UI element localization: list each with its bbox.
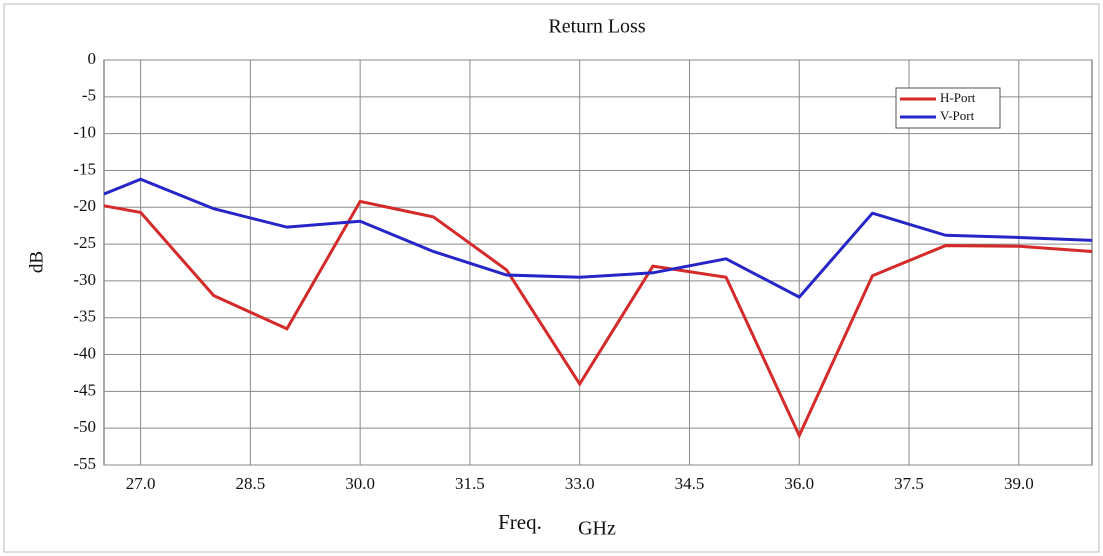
x-tick-label: 33.0 <box>565 474 595 493</box>
y-tick-label: -25 <box>73 233 96 252</box>
legend-label: V-Port <box>940 108 975 123</box>
x-axis-label: Freq. <box>498 510 542 534</box>
chart-title: Return Loss <box>548 16 645 38</box>
y-tick-label: -30 <box>73 270 96 289</box>
legend-box <box>895 87 1001 129</box>
y-tick-label: -50 <box>73 417 96 436</box>
y-tick-label: -5 <box>82 86 96 105</box>
x-tick-label: 37.5 <box>894 474 924 493</box>
x-tick-label: 39.0 <box>1004 474 1034 493</box>
y-axis-label: dB <box>26 251 47 273</box>
x-tick-label: 28.5 <box>235 474 265 493</box>
y-tick-label: -35 <box>73 307 96 326</box>
x-axis-unit: GHz <box>578 518 616 540</box>
y-tick-label: -55 <box>73 454 96 473</box>
y-tick-label: -45 <box>73 380 96 399</box>
x-tick-label: 36.0 <box>784 474 814 493</box>
x-tick-label: 27.0 <box>126 474 156 493</box>
y-tick-label: -40 <box>73 343 96 362</box>
x-tick-label: 30.0 <box>345 474 375 493</box>
y-tick-label: -15 <box>73 159 96 178</box>
legend-label: H-Port <box>940 90 976 105</box>
series-line <box>103 199 1093 440</box>
x-tick-label: 34.5 <box>675 474 705 493</box>
series-line <box>103 177 1093 299</box>
y-tick-label: -20 <box>73 196 96 215</box>
x-tick-label: 31.5 <box>455 474 485 493</box>
y-tick-label: -10 <box>73 123 96 142</box>
y-tick-label: 0 <box>88 49 97 68</box>
